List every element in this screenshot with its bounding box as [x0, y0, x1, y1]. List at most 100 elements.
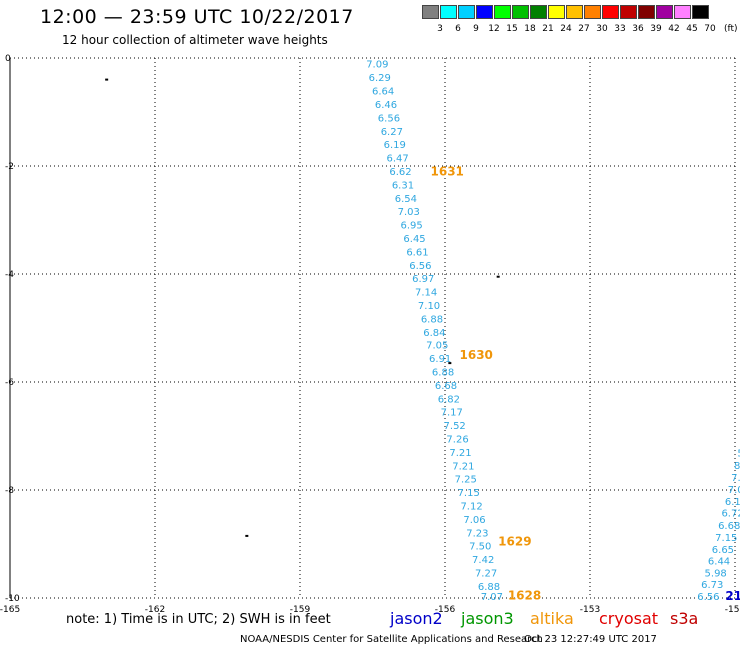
swh-label: 6.56	[697, 592, 719, 603]
swh-label: 6.73	[701, 580, 723, 591]
x-tick-label: -159	[290, 605, 311, 615]
island-markers	[105, 78, 500, 537]
swh-label: 7.15	[715, 533, 737, 544]
legend-swatch	[656, 5, 673, 19]
legend-swatch	[440, 5, 457, 19]
swh-label: 7.10	[418, 301, 440, 312]
legend-label: 9	[473, 24, 479, 34]
y-tick-label: -8	[5, 486, 14, 496]
mission-cryosat: cryosat	[599, 609, 659, 628]
legend-swatch	[494, 5, 511, 19]
y-tick-label: -2	[5, 162, 14, 172]
swh-label: 6.72	[721, 509, 740, 520]
swh-label: 6.97	[412, 274, 434, 285]
island-marker	[105, 78, 109, 81]
swh-label: 6.47	[387, 153, 409, 164]
swh-label: 7.21	[449, 448, 471, 459]
legend-label: 70	[704, 24, 716, 34]
pass-number: 1631	[431, 164, 464, 178]
swh-label: 5.53	[737, 449, 740, 460]
legend-label: 24	[560, 24, 572, 34]
swh-label: 6.88	[432, 368, 454, 379]
swh-label: 6.84	[423, 328, 445, 339]
swh-label: 6.54	[395, 194, 417, 205]
legend-swatch	[458, 5, 475, 19]
swh-label: 8.14	[734, 461, 740, 472]
swh-label: 7.15	[458, 488, 480, 499]
swh-label: 6.88	[478, 582, 500, 593]
pass-number: 1630	[460, 348, 493, 362]
legend-label: 18	[524, 24, 536, 34]
mission-s3a: s3a	[670, 609, 699, 628]
footer-credit: NOAA/NESDIS Center for Satellite Applica…	[240, 634, 543, 645]
legend-swatch	[548, 5, 565, 19]
legend-swatch	[602, 5, 619, 19]
legend-label: 21	[542, 24, 554, 34]
legend-label: 36	[632, 24, 644, 34]
swh-label: 7.52	[444, 421, 466, 432]
legend-swatch	[530, 5, 547, 19]
swh-label: 6.65	[712, 545, 734, 556]
footer-note: note: 1) Time is in UTC; 2) SWH is in fe…	[66, 612, 331, 627]
swh-label: 7.23	[466, 529, 488, 540]
y-tick-label: -4	[5, 270, 14, 280]
swh-label: 7.14	[415, 287, 437, 298]
legend-label: 45	[686, 24, 698, 34]
mission-altika: altika	[530, 609, 574, 628]
legend-label: 42	[668, 24, 680, 34]
island-marker	[448, 362, 452, 365]
swh-label: 6.68	[718, 521, 740, 532]
axis-ticks: -165 -162 -159 -156 -153 -150 0 -2 -4 -6 -8 -10	[0, 54, 740, 615]
legend-label: 12	[488, 24, 500, 34]
swh-label: 7.42	[472, 555, 494, 566]
swh-label: 6.88	[421, 314, 443, 325]
map-grid	[9, 57, 736, 599]
legend-swatch	[692, 5, 709, 19]
swh-label: 7.07	[481, 592, 503, 603]
swh-label: 7.12	[460, 502, 482, 513]
swh-label: 7.03	[398, 207, 420, 218]
legend-label: 15	[506, 24, 518, 34]
y-tick-label: 0	[5, 54, 11, 64]
swh-label: 7.50	[469, 542, 491, 553]
swh-label: 7.27	[475, 569, 497, 580]
swh-label: 6.45	[403, 234, 425, 245]
swh-label: 6.19	[384, 140, 406, 151]
altimeter-track-right: 6.566.735.986.446.657.156.686.726.147.03…	[697, 437, 740, 603]
swh-label: 6.82	[438, 395, 460, 406]
legend-label: 3	[437, 24, 443, 34]
swh-label: 7.26	[446, 435, 468, 446]
page-subtitle: 12 hour collection of altimeter wave hei…	[62, 33, 328, 47]
swh-label: 7.03	[728, 485, 740, 496]
legend-swatch	[584, 5, 601, 19]
altimeter-track-main: 7.09 6.29 6.64 6.46 6.56 6.27 6.19 6.47 6.62 6.31…	[366, 59, 503, 602]
pass-number: 1628	[508, 588, 541, 602]
x-tick-label: -156	[435, 605, 456, 615]
pass-labels: 1631 1630 1629 1628 21	[431, 164, 740, 602]
legend-swatch	[638, 5, 655, 19]
swh-label: 6.29	[369, 73, 391, 84]
swh-label: 7.17	[441, 408, 463, 419]
x-tick-label: -153	[580, 605, 600, 615]
legend-label: 39	[650, 24, 662, 34]
legend-label: 30	[596, 24, 608, 34]
swh-label: 7.05	[426, 341, 448, 352]
swh-label: 6.46	[375, 100, 397, 111]
footer-timestamp: Oct 23 12:27:49 UTC 2017	[524, 634, 657, 645]
x-tick-label: -162	[145, 605, 165, 615]
legend-swatch	[422, 5, 439, 19]
legend-swatch	[512, 5, 529, 19]
legend-swatch	[674, 5, 691, 19]
legend-label: 33	[614, 24, 626, 34]
swh-label: 6.62	[389, 167, 411, 178]
swh-label: 5.98	[705, 569, 727, 580]
pass-number: 21	[725, 589, 740, 603]
island-marker	[496, 275, 500, 278]
legend-swatch	[476, 5, 493, 19]
legend-unit: (ft)	[724, 24, 738, 34]
mission-jason2: jason2	[390, 609, 443, 628]
y-tick-label: -10	[5, 594, 20, 604]
x-tick-label: -150	[725, 605, 740, 615]
y-tick-label: -6	[5, 378, 14, 388]
swh-label: 6.56	[378, 113, 400, 124]
